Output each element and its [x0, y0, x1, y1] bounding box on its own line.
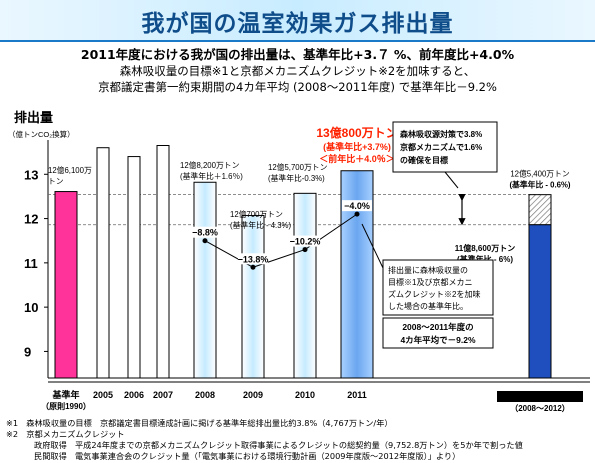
- x-tick-label: 2011: [347, 390, 367, 400]
- bar-2007: [156, 145, 170, 379]
- page-title: 我が国の温室効果ガス排出量: [141, 11, 454, 37]
- bar-value-label: 12億5,700万トン: [268, 162, 328, 172]
- bar-value-label: (基準年比-0.3%): [268, 173, 325, 183]
- forest-box: [392, 121, 498, 173]
- forest-box-text: 森林吸収源対策で3.8%: [400, 129, 482, 139]
- bar-value-label: (基準年比＋1.6％): [180, 171, 243, 181]
- average-box: [382, 317, 494, 349]
- bar-value-label: 12億700万トン: [230, 209, 283, 219]
- y-tick-label: 10: [24, 300, 38, 315]
- y-tick-label: 11: [24, 256, 38, 271]
- x-tick-label: 基準年: [51, 389, 79, 400]
- bar-value-label: (基準年比 - 4.3%): [230, 220, 291, 230]
- kyoto-upper-label-2: (基準年比 - 0.6%): [509, 180, 570, 190]
- adjusted-line: [204, 213, 358, 268]
- headline-line1: 2011年度における我が国の排出量は、基準年比+3.７ %、前年度比+4.0%: [80, 47, 515, 62]
- highlight-value: 13億800万トン: [316, 125, 397, 140]
- bar-2008: [193, 181, 217, 379]
- kyoto-blue-segment: [528, 224, 552, 379]
- forest-box-text: の確保を目標: [400, 155, 448, 165]
- note-box-text: ズムクレジット※2を加味: [388, 289, 480, 299]
- forest-box-text: 京都メカニズムで1.6%: [400, 142, 482, 152]
- kyoto-lower-label-2: (基準年比 - 6%): [457, 254, 513, 264]
- line-label-bg: [238, 253, 268, 265]
- kyoto-hatched-segment: [528, 194, 552, 226]
- kyoto-lower-label-1: 11億8,600万トン: [455, 243, 515, 253]
- x-tick-label: 2007: [153, 390, 173, 400]
- note-box-pointer: [361, 223, 384, 269]
- bar-value-label: 12億8,200万トン: [180, 160, 240, 170]
- footnote-2: ※2 京都メカニズムクレジット: [6, 429, 125, 439]
- highlight-sub2: ＜前年比＋4.0％＞: [319, 153, 395, 164]
- footnote-4: 民間取得 電気事業連合会のクレジット量（「電気事業における環境行動計画（2009…: [34, 451, 461, 461]
- line-label-bg: [190, 226, 220, 238]
- bar-2009: [241, 214, 265, 379]
- line-point: [250, 264, 256, 270]
- bar-2006: [127, 156, 141, 379]
- bar-2005: [96, 147, 110, 379]
- footnote-3: 政府取得 平成24年度までの京都メカニズムクレジット取得事業によるクレジットの総…: [34, 440, 523, 450]
- x-tick-label: 2009: [243, 390, 263, 400]
- title-bar: [0, 0, 595, 42]
- line-point-label: −10.2%: [290, 237, 321, 247]
- bar-2010: [293, 192, 317, 379]
- footnote-1: ※1 森林吸収量の目標 京都議定書目標達成計画に掲げる基準年総排出量比約3.8%…: [6, 418, 393, 428]
- bar-value-label: 12億6,100万: [48, 165, 92, 175]
- x-tick-label: 2005: [93, 390, 113, 400]
- headline-line3: 京都議定書第一約束期間の4カ年平均 (2008～2011年度) で基準年比－9.…: [98, 80, 497, 94]
- line-point-label: −13.8%: [238, 254, 269, 264]
- bar-value-label: トン: [48, 177, 64, 186]
- line-point-label: −4.0%: [344, 201, 370, 211]
- x-tick-sublabel: （原則1990）: [41, 401, 91, 411]
- highlight-sub1: (基準年比+3.7%): [323, 141, 391, 152]
- line-label-bg: [342, 200, 372, 212]
- headline-line2: 森林吸収量の目標※1と京都メカニズムクレジット※2を加味すると、: [119, 64, 476, 78]
- y-axis-title: 排出量: [14, 110, 53, 125]
- x-tick-label: 2010: [295, 390, 315, 400]
- y-tick-label: 12: [24, 212, 38, 227]
- kyoto-x-label: 京都議定書削減約束: [503, 392, 578, 402]
- note-box-text: 目標※1及び京都メカニ: [388, 277, 472, 287]
- y-tick-label: 9: [24, 344, 31, 359]
- note-box: [382, 259, 494, 316]
- kyoto-label-band: [497, 391, 583, 402]
- line-point: [202, 238, 208, 244]
- note-box-text: 排出量に森林吸収量の: [388, 265, 468, 275]
- average-box-text: 2008～2011年度の: [402, 322, 473, 332]
- average-box-text: 4カ年平均で－9.2%: [400, 335, 476, 345]
- kyoto-x-period: （2008～2012）: [510, 403, 570, 413]
- line-point-label: −8.8%: [192, 228, 218, 238]
- x-tick-label: 2008: [195, 390, 215, 400]
- x-tick-label: 2006: [124, 390, 144, 400]
- line-label-bg: [290, 235, 320, 247]
- kyoto-upper-label-1: 12億5,400万トン: [510, 169, 570, 179]
- bar-基準年: [54, 191, 78, 379]
- forest-box-pointer: [444, 171, 459, 189]
- y-tick-label: 13: [24, 167, 38, 182]
- y-axis-unit: （億トンCO₂換算）: [8, 129, 75, 139]
- note-box-text: した場合の基準年比。: [388, 301, 468, 311]
- line-point: [354, 211, 360, 217]
- line-point: [302, 247, 308, 253]
